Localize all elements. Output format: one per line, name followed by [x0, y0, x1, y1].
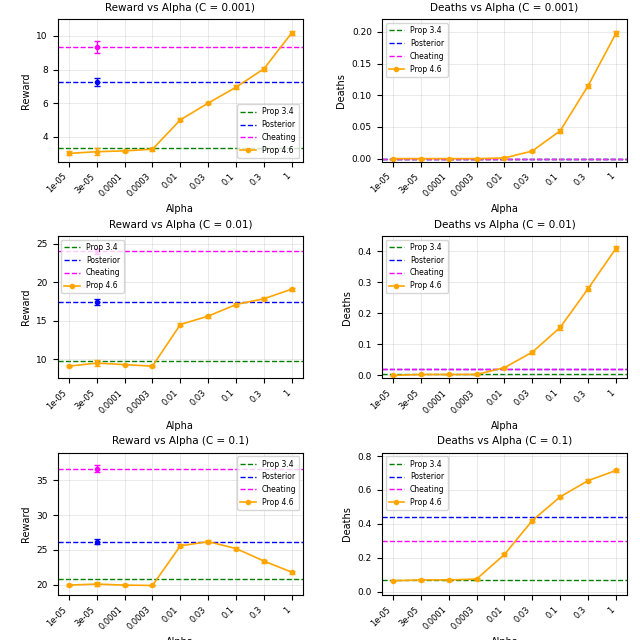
- Legend: Prop 3.4, Posterior, Cheating, Prop 4.6: Prop 3.4, Posterior, Cheating, Prop 4.6: [385, 456, 447, 510]
- Y-axis label: Deaths: Deaths: [342, 506, 352, 541]
- X-axis label: Alpha: Alpha: [490, 637, 518, 640]
- Legend: Prop 3.4, Posterior, Cheating, Prop 4.6: Prop 3.4, Posterior, Cheating, Prop 4.6: [237, 456, 300, 510]
- X-axis label: Alpha: Alpha: [166, 204, 195, 214]
- Title: Reward vs Alpha (C = 0.1): Reward vs Alpha (C = 0.1): [112, 436, 249, 446]
- Y-axis label: Reward: Reward: [21, 506, 31, 542]
- Y-axis label: Deaths: Deaths: [342, 290, 352, 324]
- Title: Deaths vs Alpha (C = 0.1): Deaths vs Alpha (C = 0.1): [437, 436, 572, 446]
- Title: Reward vs Alpha (C = 0.001): Reward vs Alpha (C = 0.001): [106, 3, 255, 13]
- Title: Deaths vs Alpha (C = 0.001): Deaths vs Alpha (C = 0.001): [430, 3, 579, 13]
- Y-axis label: Deaths: Deaths: [336, 73, 346, 108]
- X-axis label: Alpha: Alpha: [166, 637, 195, 640]
- Legend: Prop 3.4, Posterior, Cheating, Prop 4.6: Prop 3.4, Posterior, Cheating, Prop 4.6: [385, 23, 447, 77]
- Legend: Prop 3.4, Posterior, Cheating, Prop 4.6: Prop 3.4, Posterior, Cheating, Prop 4.6: [385, 240, 447, 293]
- Y-axis label: Reward: Reward: [21, 289, 31, 326]
- X-axis label: Alpha: Alpha: [490, 420, 518, 431]
- Y-axis label: Reward: Reward: [21, 72, 31, 109]
- Legend: Prop 3.4, Posterior, Cheating, Prop 4.6: Prop 3.4, Posterior, Cheating, Prop 4.6: [237, 104, 300, 158]
- X-axis label: Alpha: Alpha: [166, 420, 195, 431]
- Title: Reward vs Alpha (C = 0.01): Reward vs Alpha (C = 0.01): [109, 220, 252, 230]
- Title: Deaths vs Alpha (C = 0.01): Deaths vs Alpha (C = 0.01): [433, 220, 575, 230]
- X-axis label: Alpha: Alpha: [490, 204, 518, 214]
- Legend: Prop 3.4, Posterior, Cheating, Prop 4.6: Prop 3.4, Posterior, Cheating, Prop 4.6: [61, 240, 124, 293]
